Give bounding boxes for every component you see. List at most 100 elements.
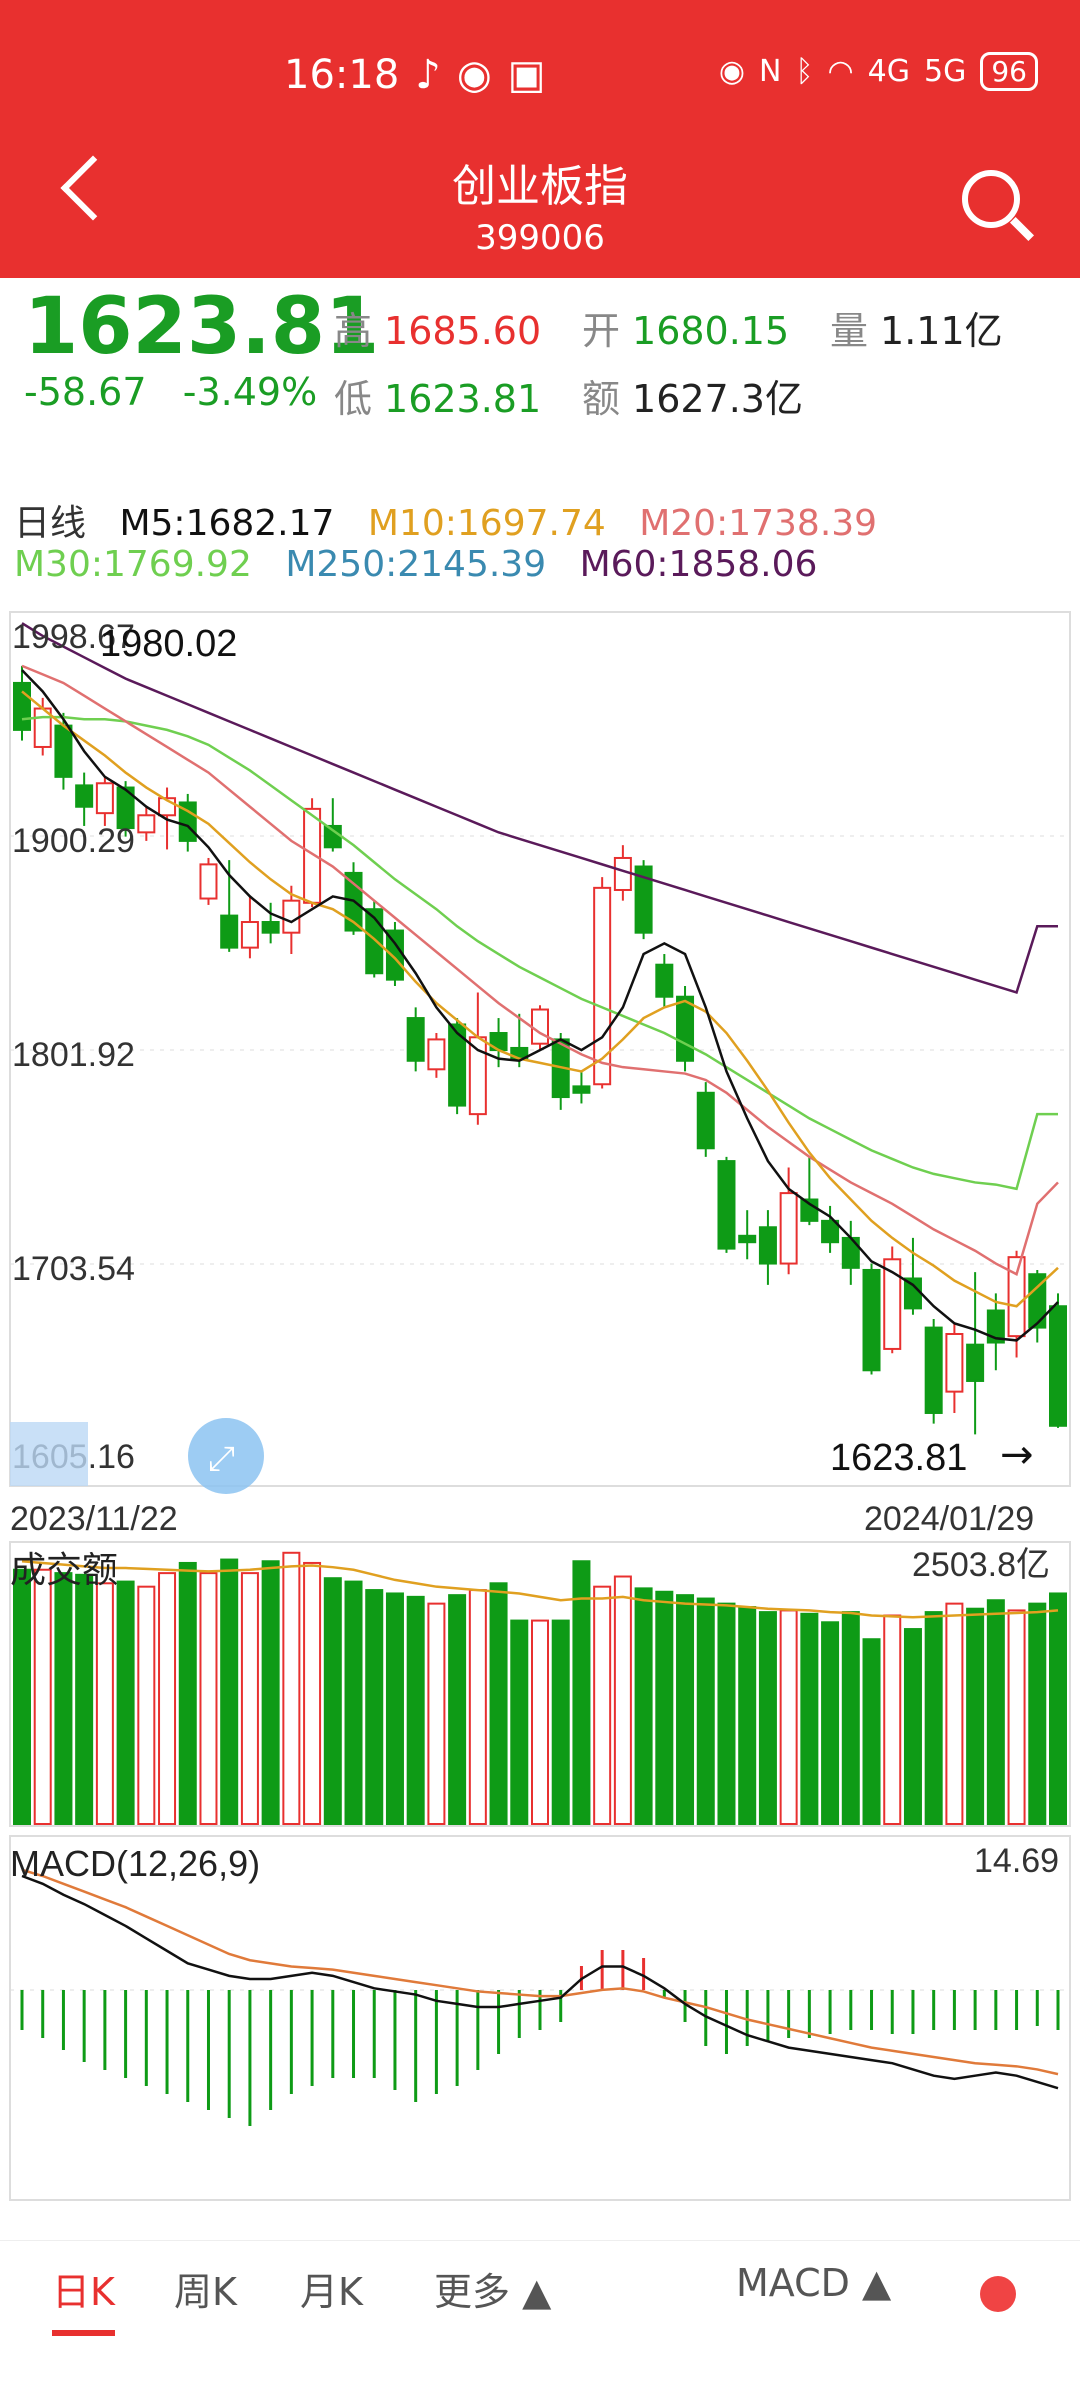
candle-body — [717, 1160, 736, 1250]
candle-body — [199, 863, 218, 900]
volume-bar — [986, 1599, 1005, 1825]
volume-ma-line — [21, 1560, 1059, 1619]
volume-bar — [676, 1594, 695, 1825]
volume-bar — [966, 1607, 985, 1825]
volume-bar — [779, 1609, 798, 1825]
volume-bar — [489, 1582, 508, 1825]
candle-body — [821, 1219, 840, 1244]
last-price-label: 1623.81 — [830, 1437, 967, 1479]
notification-dot-icon[interactable] — [980, 2276, 1016, 2312]
date-end: 2024/01/29 — [864, 1500, 1034, 1538]
tiktok-icon: ♪ — [415, 52, 441, 98]
nfc-icon: N — [759, 54, 782, 89]
volume-bar — [344, 1580, 363, 1825]
signal-5g: 5G — [924, 54, 967, 89]
candle-body — [1028, 1273, 1047, 1329]
eye-icon: ◉ — [718, 54, 746, 89]
tab-week-k[interactable]: 周K — [174, 2270, 237, 2314]
volume-bar — [758, 1611, 777, 1825]
volume-max-label: 2503.8亿 — [912, 1546, 1050, 1584]
ma-legend-row1: 日线 M5:1682.17 M10:1697.74 M20:1738.39 — [14, 494, 899, 546]
candle-body — [220, 914, 239, 949]
low-value: 1623.81 — [384, 377, 542, 421]
app-header: 16:18 ♪ ◉ ▣ ◉ N ᛒ ◠ 4G 5G 96 创业板指 399006 — [0, 0, 1080, 278]
volume-bar — [510, 1619, 529, 1826]
candle-body — [427, 1038, 446, 1071]
volume-bar — [178, 1561, 197, 1825]
volume-label: 成交额 — [10, 1549, 118, 1590]
candle-body — [613, 856, 632, 891]
ma-lines-group — [21, 622, 1059, 1342]
volume-bar — [841, 1611, 860, 1825]
ma20-line — [21, 664, 1059, 1277]
volume-bar — [137, 1585, 156, 1825]
kline-chart[interactable]: 1998.67 1900.29 1801.92 1703.54 1605.16 … — [0, 606, 1080, 2246]
fullscreen-arrows-icon: ⤢ — [208, 1439, 235, 1479]
open-value: 1680.15 — [632, 309, 790, 353]
candle-body — [116, 786, 135, 830]
status-time: 16:18 — [284, 52, 400, 98]
volume-bar — [551, 1619, 570, 1826]
volume-bar — [634, 1587, 653, 1825]
volume-bar — [883, 1614, 902, 1825]
dea-line — [21, 1868, 1059, 2076]
price-change: -58.67 -3.49% — [24, 370, 317, 414]
tab-day-k[interactable]: 日K — [52, 2261, 115, 2336]
volume-ma-group — [21, 1560, 1059, 1619]
change-value: -58.67 — [24, 370, 147, 414]
y-tick-4: 1703.54 — [12, 1250, 135, 1288]
volume-bar — [158, 1572, 177, 1825]
ma-legend-row2: M30:1769.92 M250:2145.39 M60:1858.06 — [14, 544, 839, 585]
candle-body — [137, 814, 156, 834]
search-icon[interactable] — [962, 170, 1020, 228]
volume-bar — [220, 1558, 239, 1825]
index-code: 399006 — [475, 218, 605, 258]
status-bar: 16:18 ♪ ◉ ▣ — [284, 52, 546, 98]
volume-bar — [924, 1611, 943, 1825]
change-percent: -3.49% — [182, 370, 318, 414]
candle-body — [54, 724, 73, 778]
volume-field: 量 1.11亿 — [830, 309, 1003, 353]
bluetooth-icon: ᛒ — [795, 54, 814, 89]
amount-value: 1627.3亿 — [632, 377, 803, 421]
volume-bar — [903, 1628, 922, 1825]
volume-bar — [199, 1572, 218, 1825]
volume-bar — [95, 1582, 114, 1825]
signal-4g: 4G — [867, 54, 911, 89]
volume-bar — [427, 1602, 446, 1826]
ma30-label: M30:1769.92 — [14, 544, 252, 585]
period-label[interactable]: 日线 — [14, 503, 87, 544]
y-tick-2: 1900.29 — [12, 822, 135, 860]
candle-body — [282, 899, 301, 934]
candle-body — [966, 1343, 985, 1382]
tab-more[interactable]: 更多 ▲ — [434, 2270, 552, 2314]
volume-bar — [613, 1575, 632, 1826]
price-panel-frame — [9, 611, 1071, 1487]
ma10-line — [21, 690, 1059, 1308]
status-icons: ◉ N ᛒ ◠ 4G 5G 96 — [719, 52, 1038, 91]
volume-bar — [1028, 1602, 1047, 1826]
volume-bar — [1049, 1592, 1067, 1826]
fullscreen-icon[interactable] — [188, 1418, 264, 1494]
wifi-icon: ◠ — [827, 54, 854, 89]
tab-month-k[interactable]: 月K — [300, 2270, 363, 2314]
max-price-label: 1980.02 — [100, 623, 237, 665]
candle-body — [365, 908, 384, 975]
volume-bar — [717, 1602, 736, 1826]
ma5-line — [21, 669, 1059, 1342]
candle-body — [758, 1226, 777, 1265]
candle-body — [448, 1023, 467, 1107]
ma30-line — [21, 715, 1058, 1191]
candle-body — [95, 782, 114, 815]
candle-body — [572, 1085, 591, 1094]
volume-bar — [945, 1602, 964, 1826]
indicator-select[interactable]: MACD ▲ — [736, 2261, 892, 2305]
volume-bar — [572, 1560, 591, 1825]
candle-body — [883, 1258, 902, 1350]
candle-body — [738, 1234, 757, 1244]
macd-panel-frame — [9, 1835, 1071, 2201]
volume-bar — [1007, 1609, 1026, 1825]
volume-bar — [655, 1590, 674, 1826]
candle-body — [903, 1277, 922, 1310]
expand-left-button[interactable] — [10, 1422, 88, 1486]
